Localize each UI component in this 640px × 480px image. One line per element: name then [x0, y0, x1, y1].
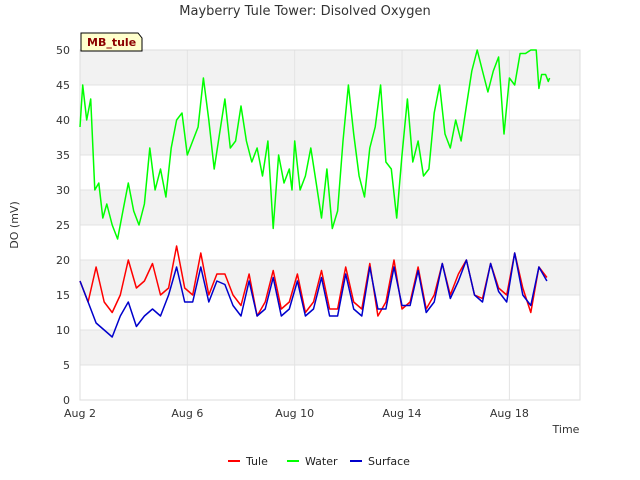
legend: Tule Water Surface [228, 455, 410, 468]
site-badge-label: MB_tule [87, 36, 136, 49]
plot-band [80, 365, 580, 400]
plot-band [80, 295, 580, 330]
y-tick-label: 5 [63, 359, 70, 372]
chart-title: Mayberry Tule Tower: Disolved Oxygen [179, 4, 430, 19]
plot-frame [79, 49, 581, 401]
x-tick-label: Aug 6 [171, 407, 203, 420]
site-badge: MB_tule [80, 32, 143, 52]
y-tick-label: 0 [63, 394, 70, 407]
plot-band [80, 85, 580, 120]
legend-label-surface: Surface [368, 455, 410, 468]
legend-label-water: Water [305, 455, 338, 468]
plot-band [80, 260, 580, 295]
x-axis-label: Time [552, 423, 580, 436]
y-axis-label: DO (mV) [8, 201, 21, 248]
y-tick-label: 45 [56, 79, 70, 92]
x-tick-label: Aug 10 [275, 407, 314, 420]
y-tick-label: 35 [56, 149, 70, 162]
series-layer [79, 49, 551, 338]
y-tick-label: 40 [56, 114, 70, 127]
x-tick-label: Aug 18 [490, 407, 529, 420]
series-line-water [79, 49, 551, 240]
plot-band [80, 225, 580, 260]
y-tick-label: 20 [56, 254, 70, 267]
x-tick-label: Aug 2 [64, 407, 96, 420]
series-line-surface [79, 252, 548, 338]
legend-label-tule: Tule [245, 455, 268, 468]
plot-band [80, 330, 580, 365]
site-badge-box [80, 32, 143, 52]
plot-band [80, 120, 580, 155]
y-tick-label: 10 [56, 324, 70, 337]
y-tick-label: 50 [56, 44, 70, 57]
plot-background [80, 50, 580, 400]
y-tick-label: 15 [56, 289, 70, 302]
plot-band [80, 50, 580, 85]
x-tick-labels: Aug 2 Aug 6 Aug 10 Aug 14 Aug 18 [64, 407, 529, 420]
y-tick-labels: 0 5 10 15 20 25 30 35 40 45 50 [56, 44, 70, 407]
y-tick-label: 30 [56, 184, 70, 197]
y-tick-label: 25 [56, 219, 70, 232]
x-tick-label: Aug 14 [383, 407, 422, 420]
